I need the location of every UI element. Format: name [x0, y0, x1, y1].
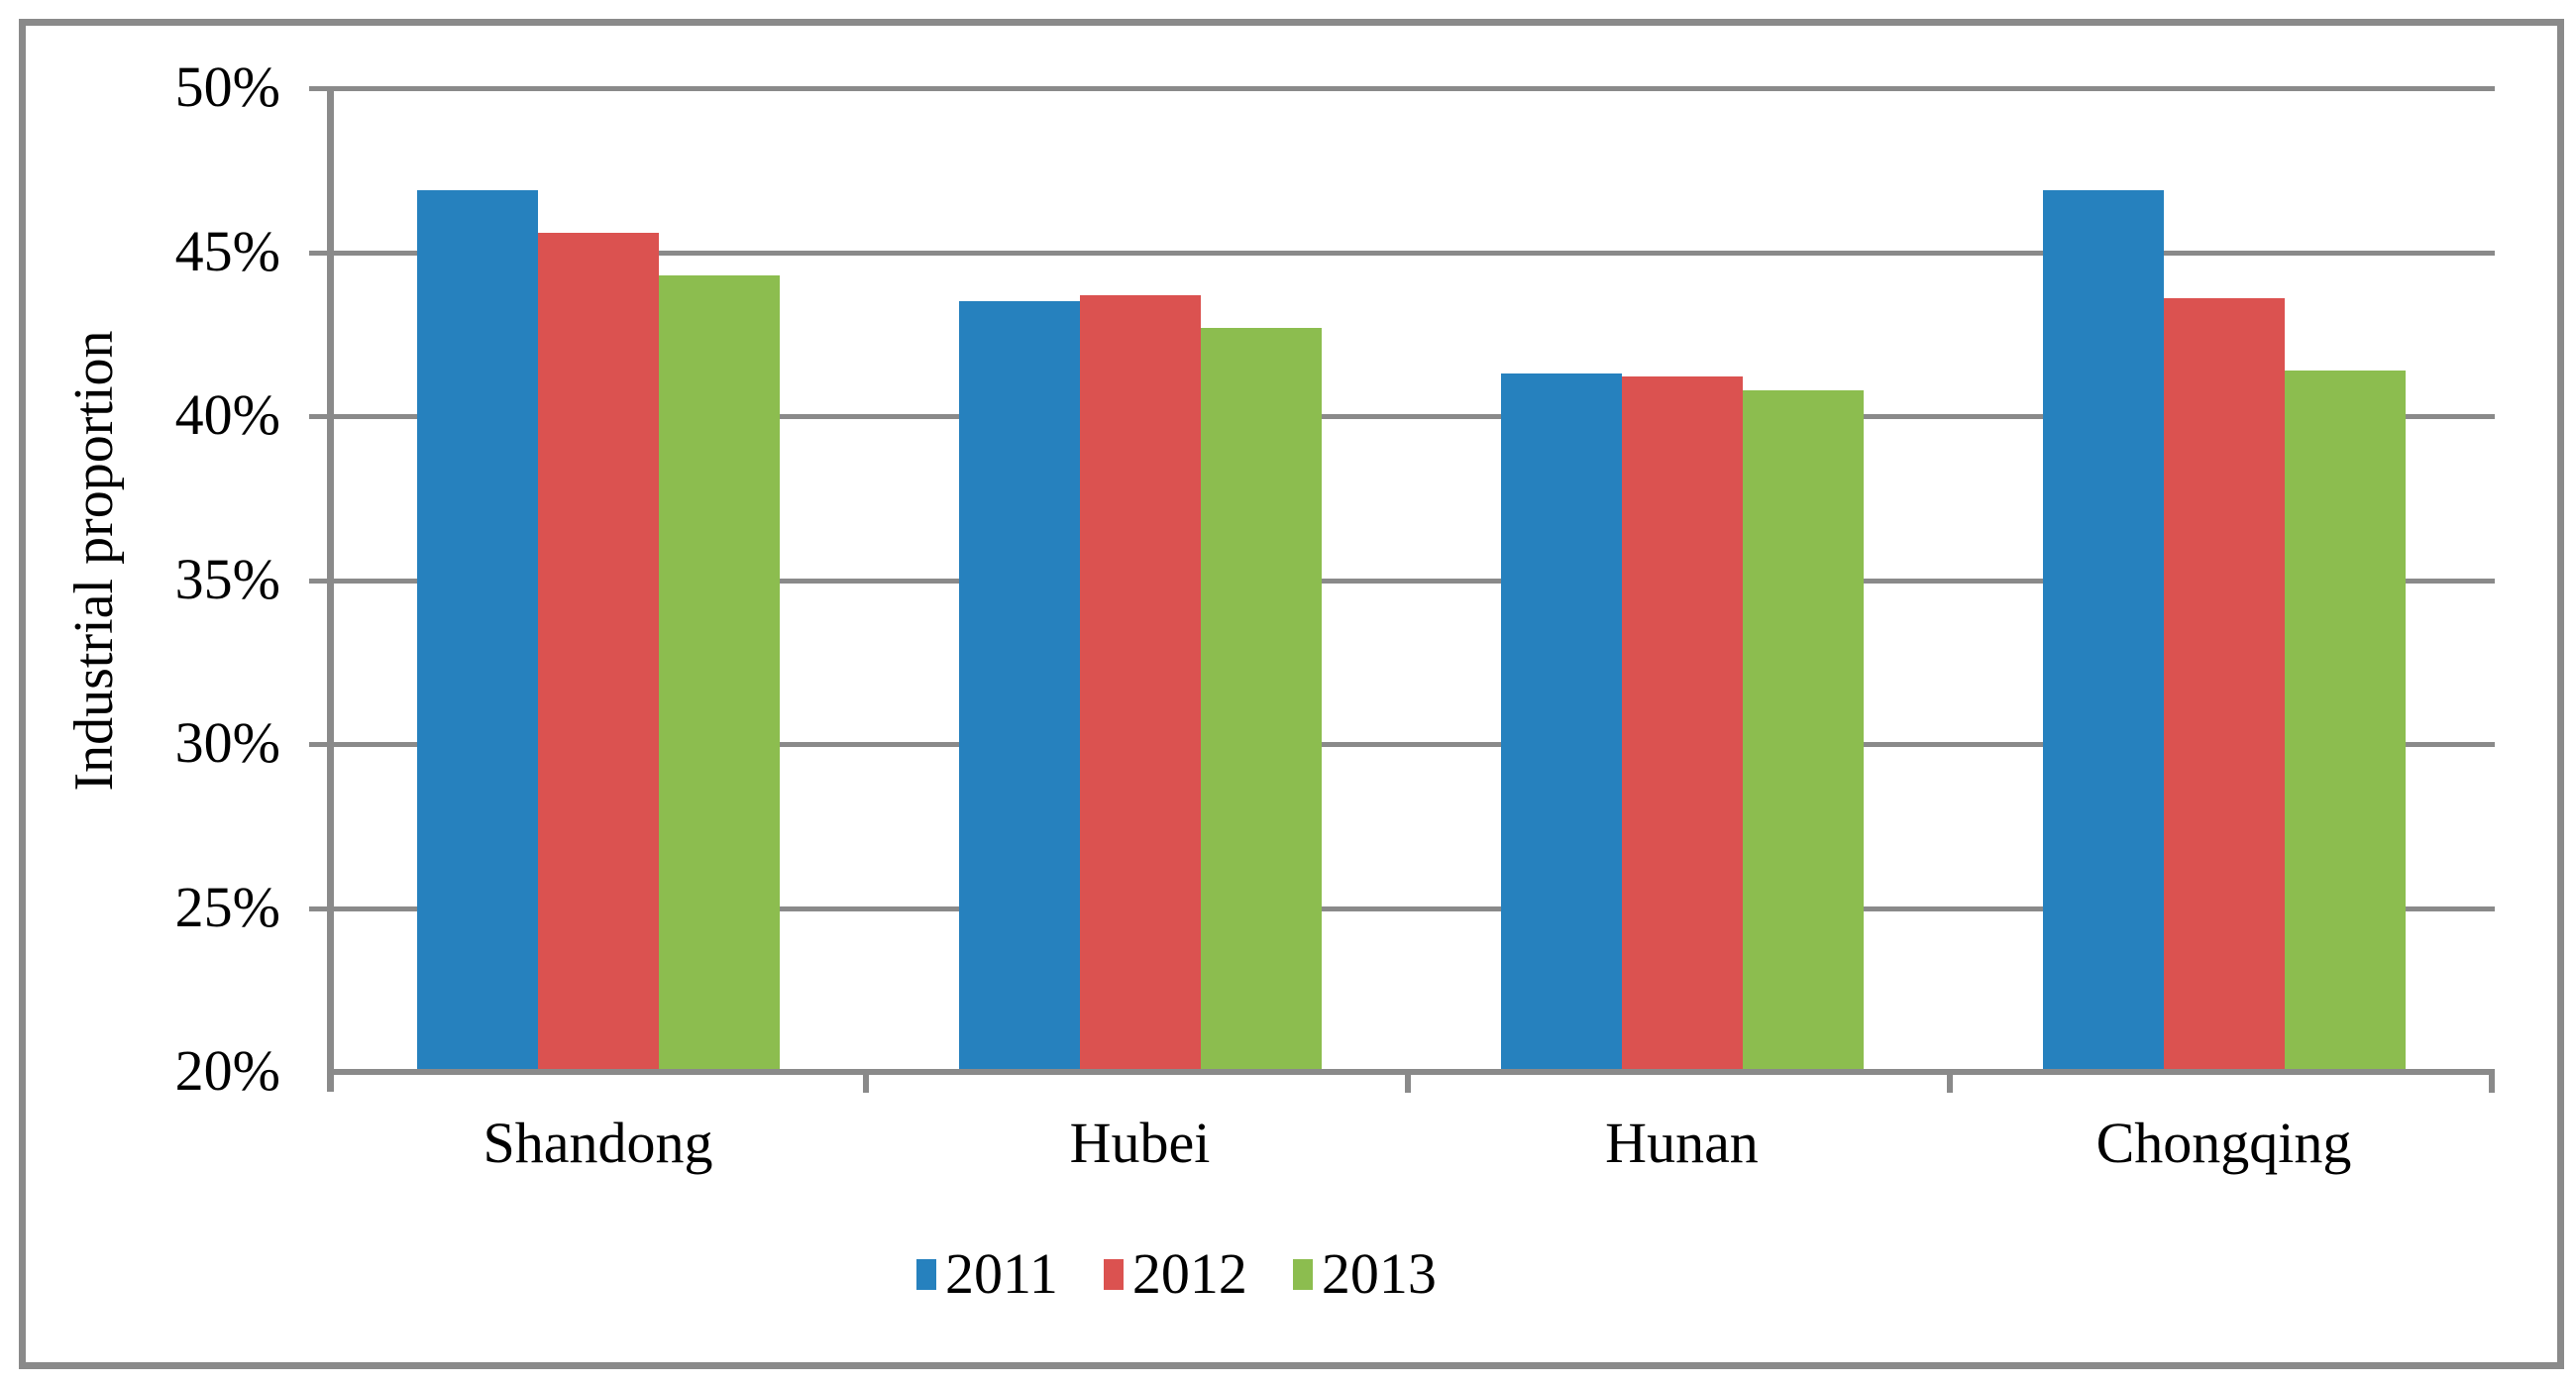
x-category-label-hunan: Hunan: [1605, 1111, 1759, 1175]
bar-chongqing-2013: [2284, 370, 2406, 1072]
x-category-label-shandong: Shandong: [483, 1111, 713, 1175]
bar-hubei-2011: [958, 301, 1080, 1072]
gridline-30: [309, 742, 2495, 747]
x-axis-line: [327, 1069, 2495, 1075]
y-tick-label-35: 35%: [174, 546, 280, 611]
y-tick-label-30: 30%: [174, 709, 280, 775]
bar-hubei-2012: [1079, 294, 1201, 1072]
gridline-35: [309, 578, 2495, 584]
legend-swatch-2013: [1292, 1258, 1313, 1290]
y-tick-label-25: 25%: [174, 874, 280, 939]
bar-hunan-2013: [1742, 389, 1864, 1072]
legend-item-2013: 2013: [1292, 1241, 1437, 1306]
bar-hubei-2013: [1200, 327, 1322, 1072]
legend: 2011 2012 2013: [916, 1245, 1437, 1303]
legend-label-2013: 2013: [1321, 1241, 1437, 1306]
bar-shandong-2013: [658, 274, 780, 1072]
x-category-label-hubei: Hubei: [1069, 1111, 1211, 1175]
y-tick-label-50: 50%: [174, 53, 280, 119]
bar-hunan-2012: [1621, 376, 1743, 1072]
legend-item-2011: 2011: [916, 1245, 1058, 1303]
legend-label-2012: 2012: [1131, 1241, 1247, 1306]
y-axis-title: Industrial proportion: [63, 330, 125, 792]
legend-swatch-2011: [916, 1258, 936, 1290]
y-tick-label-45: 45%: [174, 218, 280, 283]
x-axis-tick-1: [863, 1072, 869, 1093]
x-category-label-chongqing: Chongqing: [2095, 1111, 2352, 1175]
bar-shandong-2012: [537, 232, 659, 1072]
x-axis-tick-4: [2489, 1072, 2495, 1093]
bar-chongqing-2011: [2042, 189, 2164, 1072]
bar-chongqing-2012: [2163, 297, 2285, 1072]
gridline-40: [309, 414, 2495, 419]
legend-item-2012: 2012: [1103, 1241, 1247, 1306]
legend-swatch-2012: [1103, 1258, 1124, 1290]
bar-shandong-2011: [416, 189, 538, 1072]
bar-hunan-2011: [1500, 373, 1622, 1072]
y-tick-label-20: 20%: [174, 1037, 280, 1103]
y-tick-label-40: 40%: [174, 381, 280, 447]
gridline-25: [309, 905, 2495, 911]
gridline-50: [309, 86, 2495, 91]
legend-label-2011: 2011: [945, 1241, 1058, 1306]
y-axis-line: [327, 87, 334, 1092]
gridline-45: [309, 250, 2495, 256]
x-axis-tick-3: [1947, 1072, 1953, 1093]
x-axis-tick-2: [1405, 1072, 1411, 1093]
